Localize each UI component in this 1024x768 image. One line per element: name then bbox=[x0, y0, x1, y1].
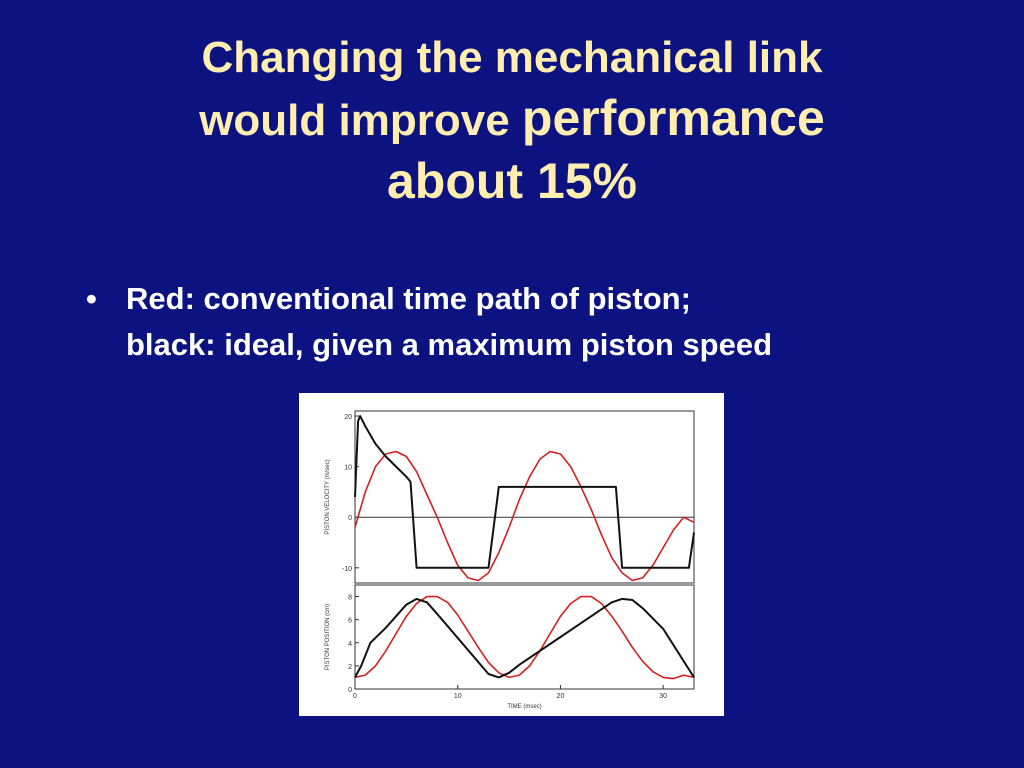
title-line-3: about 15% bbox=[386, 153, 638, 209]
series-line-black bbox=[354, 597, 695, 679]
y-tick-label: 10 bbox=[344, 465, 352, 472]
series-line-red bbox=[354, 450, 695, 582]
y-tick-label: 8 bbox=[348, 595, 352, 602]
x-tick-label: 20 bbox=[557, 693, 565, 700]
panel-frame bbox=[354, 584, 695, 690]
series-line-black bbox=[354, 415, 695, 569]
bullet-item: • Red: conventional time path of piston;… bbox=[86, 276, 986, 368]
y-tick-label: 0 bbox=[348, 515, 352, 522]
y-tick-label: 6 bbox=[348, 618, 352, 625]
title-line-2a: would improve bbox=[199, 96, 522, 145]
bullet-list: • Red: conventional time path of piston;… bbox=[86, 276, 986, 368]
x-tick-label: 30 bbox=[659, 693, 667, 700]
piston-figure: -10 0 10 20 PISTON VELOCITY (m/sec) 0 2 4 6 8 PIST… bbox=[299, 393, 724, 716]
piston-chart-svg: -10 0 10 20 PISTON VELOCITY (m/sec) 0 2 4 6 8 PIST… bbox=[325, 410, 695, 710]
chart-panel-2: 0 2 4 6 8 PISTON POSITION (cm) 0 10 20 30 TIME (ms… bbox=[325, 584, 695, 710]
x-tick-label: 10 bbox=[454, 693, 462, 700]
chart-panel-1: -10 0 10 20 PISTON VELOCITY (m/sec) bbox=[325, 410, 695, 584]
series-line-red bbox=[354, 595, 695, 680]
panel-frame bbox=[354, 410, 695, 584]
y-tick-label: -10 bbox=[342, 566, 352, 573]
x-axis-label: TIME (msec) bbox=[507, 704, 541, 710]
y-tick-label: 4 bbox=[348, 641, 352, 648]
y-axis-label: PISTON POSITION (cm) bbox=[325, 604, 331, 670]
bullet-line-2: black: ideal, given a maximum piston spe… bbox=[126, 327, 773, 362]
y-tick-label: 0 bbox=[348, 687, 352, 694]
bullet-symbol: • bbox=[86, 281, 97, 316]
title-line-2b: performance bbox=[521, 90, 825, 146]
bullet-line-1: Red: conventional time path of piston; bbox=[126, 281, 691, 316]
y-tick-label: 2 bbox=[348, 664, 352, 671]
y-axis-label: PISTON VELOCITY (m/sec) bbox=[325, 459, 331, 534]
y-tick-label: 20 bbox=[344, 414, 352, 421]
slide-title: Changing the mechanical link would impro… bbox=[60, 28, 964, 214]
title-line-1: Changing the mechanical link bbox=[201, 33, 823, 82]
x-tick-label: 0 bbox=[353, 693, 357, 700]
